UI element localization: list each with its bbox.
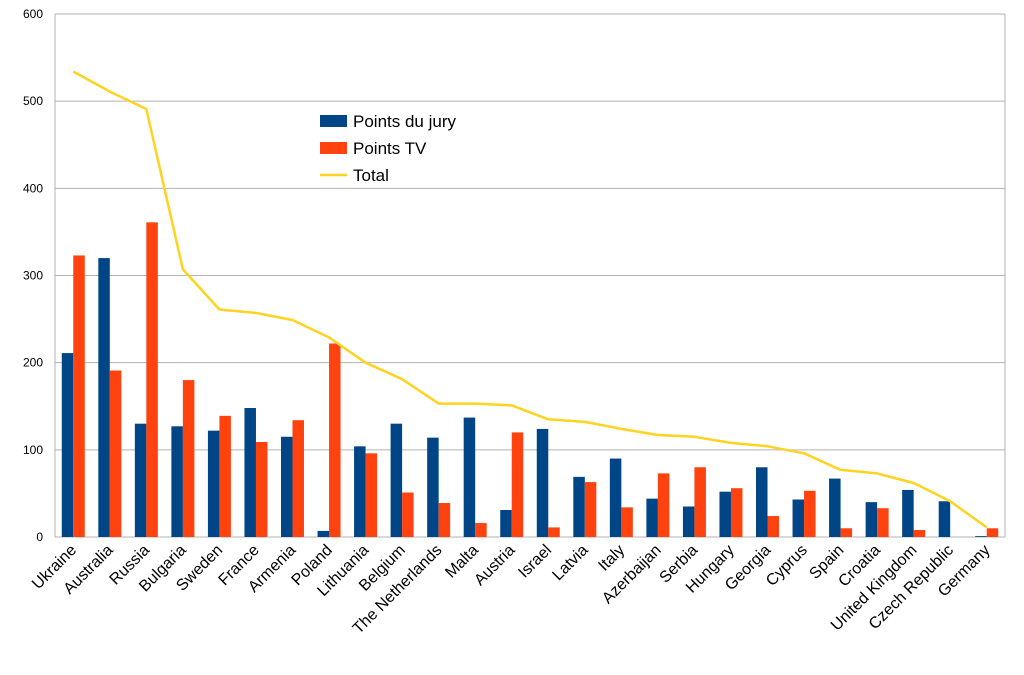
grid-lines bbox=[54, 13, 1006, 538]
y-tick-label: 500 bbox=[23, 94, 43, 108]
bar-jury bbox=[792, 499, 805, 537]
bar-tv bbox=[804, 490, 816, 537]
total-line bbox=[72, 70, 988, 529]
bar-tv bbox=[840, 528, 853, 537]
bar-jury bbox=[719, 491, 731, 537]
y-tick-label: 600 bbox=[23, 7, 43, 21]
bar-tv bbox=[109, 370, 122, 537]
bar-tv bbox=[767, 516, 779, 537]
bar-tv bbox=[438, 503, 451, 537]
bar-tv bbox=[621, 507, 633, 537]
bar-tv bbox=[511, 432, 524, 537]
bar-jury bbox=[207, 430, 220, 537]
y-tick-label: 100 bbox=[23, 443, 43, 457]
bar-jury bbox=[938, 501, 951, 537]
bar-jury bbox=[463, 417, 476, 537]
bar-tv bbox=[475, 523, 487, 537]
total-line-layer bbox=[72, 70, 988, 529]
y-tick-label: 200 bbox=[23, 356, 43, 370]
legend-swatch bbox=[320, 115, 347, 127]
bar-jury bbox=[390, 423, 403, 537]
bar-jury bbox=[975, 536, 987, 537]
legend: Points du jury Points TV Total bbox=[320, 112, 456, 185]
bar-jury bbox=[244, 407, 256, 537]
bar-tv bbox=[219, 415, 231, 537]
bar-tv bbox=[730, 488, 743, 537]
bar-jury bbox=[317, 530, 330, 537]
bar-tv bbox=[986, 528, 999, 537]
bar-jury bbox=[427, 437, 439, 537]
bar-jury bbox=[756, 467, 768, 537]
bar-jury bbox=[500, 509, 512, 537]
x-tick-label: Israel bbox=[515, 542, 555, 582]
x-tick-label: Cyprus bbox=[763, 542, 811, 590]
bar-tv bbox=[913, 530, 926, 537]
bar-tv bbox=[329, 343, 341, 537]
bar-tv bbox=[402, 492, 414, 537]
bars bbox=[61, 222, 999, 537]
bar-tv bbox=[657, 473, 670, 537]
legend-label: Total bbox=[353, 166, 389, 185]
bar-jury bbox=[829, 478, 841, 537]
legend-swatch bbox=[320, 142, 347, 154]
y-tick-label: 400 bbox=[23, 181, 43, 195]
bar-tv bbox=[584, 482, 597, 537]
bar-tv bbox=[548, 527, 560, 537]
y-tick-label: 300 bbox=[23, 269, 43, 283]
bar-jury bbox=[281, 436, 293, 537]
x-tick-label: Italy bbox=[595, 542, 628, 575]
bar-tv bbox=[694, 467, 706, 537]
bar-tv bbox=[146, 222, 158, 537]
bar-jury bbox=[682, 506, 695, 537]
bar-jury bbox=[536, 428, 549, 537]
bar-jury bbox=[573, 476, 585, 537]
x-tick-label: Austria bbox=[471, 542, 518, 589]
bar-jury bbox=[646, 498, 658, 537]
bar-jury bbox=[134, 423, 147, 537]
bar-tv bbox=[292, 420, 304, 537]
bar-jury bbox=[171, 426, 183, 537]
legend-label: Points du jury bbox=[353, 112, 456, 131]
bar-tv bbox=[182, 380, 195, 537]
legend-label: Points TV bbox=[353, 139, 427, 158]
y-tick-label: 0 bbox=[36, 530, 43, 544]
bar-tv bbox=[877, 508, 889, 537]
bar-tv bbox=[365, 453, 378, 537]
bar-jury bbox=[609, 458, 622, 537]
bar-jury bbox=[61, 353, 74, 537]
bar-tv bbox=[73, 255, 85, 537]
bar-tv bbox=[255, 441, 268, 537]
bar-jury bbox=[98, 258, 110, 537]
bar-jury bbox=[902, 489, 914, 537]
bar-jury bbox=[354, 446, 366, 537]
x-tick-label: Latvia bbox=[549, 542, 591, 584]
bar-jury bbox=[865, 502, 878, 537]
